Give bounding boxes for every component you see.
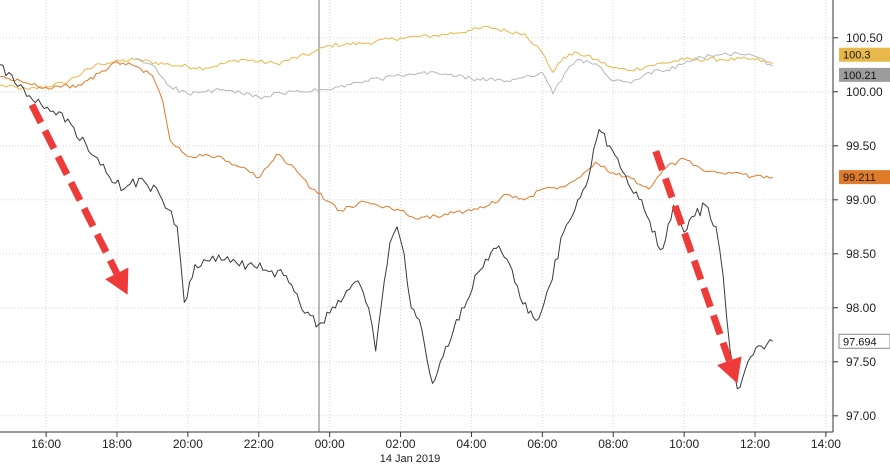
y-tick-label: 98.50 [846,247,876,261]
x-tick-label: 00:00 [315,437,345,451]
x-tick-label: 06:00 [527,437,557,451]
last-value-label: 97.694 [843,336,877,348]
last-value-tag [839,170,890,185]
last-value-tags: 100.3 100.21 99.211 97.694 [838,47,890,349]
series-layer [0,25,773,390]
x-axis-date-label: 14 Jan 2019 [380,453,441,465]
arrow-shaft-1 [652,150,733,362]
x-tick-label: 10:00 [669,437,699,451]
last-value-tag [838,333,890,349]
x-tick-label: 08:00 [598,437,628,451]
last-value-label: 99.211 [843,172,876,184]
x-tick-label: 16:00 [31,437,61,451]
x-tick-label: 02:00 [386,437,416,451]
y-tick-label: 97.50 [846,355,876,369]
arrow-shaft-0 [28,103,120,275]
x-tick-label: 04:00 [456,437,486,451]
series-line-0 [0,25,773,91]
y-tick-label: 99.00 [846,193,876,207]
annotation-layer [28,103,742,384]
grid-lines [0,0,833,432]
x-tick-label: 22:00 [244,437,274,451]
arrow-head-1 [717,356,742,384]
x-tick-label: 12:00 [740,437,770,451]
series-line-1 [134,51,773,100]
x-tick-label: 20:00 [173,437,203,451]
x-tick-label: 14:00 [811,437,841,451]
arrow-head-0 [105,267,129,295]
y-tick-label: 98.00 [846,301,876,315]
y-tick-label: 99.50 [846,139,876,153]
x-tick-label: 18:00 [102,437,132,451]
y-tick-label: 97.00 [846,409,876,423]
last-value-label: 100.21 [843,70,877,82]
y-tick-label: 100.00 [846,85,883,99]
y-tick-label: 100.50 [846,31,883,45]
series-line-2 [0,61,773,220]
series-line-3 [0,64,773,390]
x-axis: 16:00 18:00 20:00 22:00 00:00 02:00 04:00 06:00… [31,432,841,451]
y-axis: 97.00 97.50 98.00 98.50 99.00 99.50 100.00 100.… [833,31,883,423]
last-value-tag [839,67,890,82]
last-value-label: 100.3 [843,50,871,62]
last-value-tag [839,47,890,62]
